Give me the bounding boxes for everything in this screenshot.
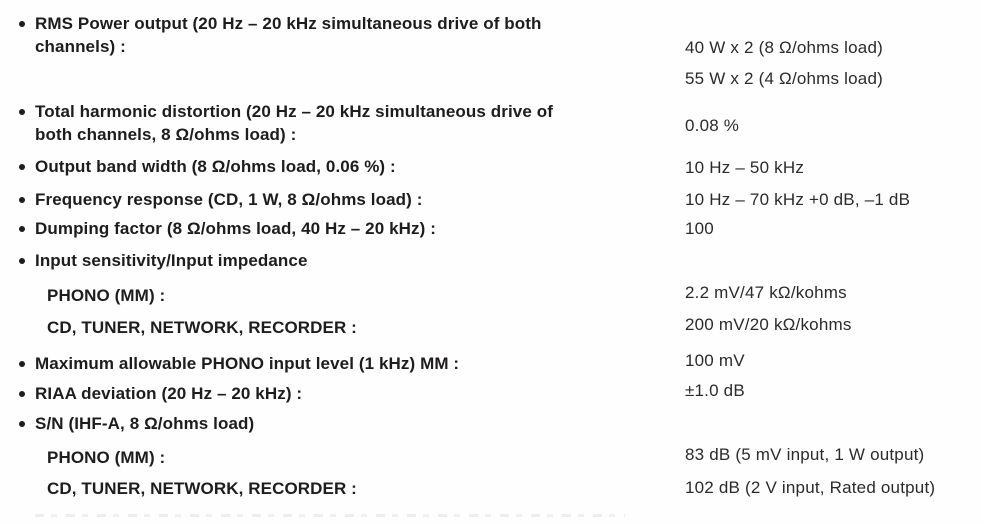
spec-label-line: Maximum allowable PHONO input level (1 k… [35, 354, 460, 373]
spec-label-line: Output band width (8 Ω/ohms load, 0.06 %… [35, 157, 396, 176]
spec-label-line: RMS Power output (20 Hz – 20 kHz simulta… [35, 14, 542, 33]
spec-value: 10 Hz – 50 kHz [685, 158, 805, 177]
spec-label-line: Frequency response (CD, 1 W, 8 Ω/ohms lo… [35, 190, 423, 209]
spec-label-line: channels) : [35, 37, 126, 56]
spec-label-line: S/N (IHF-A, 8 Ω/ohms load) [35, 414, 255, 433]
spec-value: 83 dB (5 mV input, 1 W output) [685, 445, 925, 464]
spec-label-line: PHONO (MM) : [47, 286, 166, 305]
bullet-icon [19, 391, 25, 397]
spec-value: 100 mV [685, 351, 745, 370]
spec-label-line: PHONO (MM) : [47, 448, 166, 467]
bullet-icon [19, 21, 25, 27]
cropped-text-artifact [35, 514, 625, 517]
bullet-icon [19, 258, 25, 264]
bullet-icon [19, 109, 25, 115]
spec-label-line: RIAA deviation (20 Hz – 20 kHz) : [35, 384, 303, 403]
spec-value: 55 W x 2 (4 Ω/ohms load) [685, 69, 883, 88]
spec-value: 102 dB (2 V input, Rated output) [685, 478, 936, 497]
bullet-icon [19, 197, 25, 203]
spec-label-line: CD, TUNER, NETWORK, RECORDER : [47, 318, 357, 337]
bullet-icon [19, 361, 25, 367]
spec-label-line: CD, TUNER, NETWORK, RECORDER : [47, 479, 357, 498]
spec-value: 100 [685, 219, 714, 238]
spec-label-line: Total harmonic distortion (20 Hz – 20 kH… [35, 102, 553, 121]
spec-value: 40 W x 2 (8 Ω/ohms load) [685, 38, 883, 57]
spec-value: 10 Hz – 70 kHz +0 dB, –1 dB [685, 190, 911, 209]
spec-value: ±1.0 dB [685, 381, 745, 400]
spec-value: 0.08 % [685, 116, 740, 135]
spec-value: 200 mV/20 kΩ/kohms [685, 315, 852, 334]
spec-value: 2.2 mV/47 kΩ/kohms [685, 283, 847, 302]
bullet-icon [19, 226, 25, 232]
bullet-icon [19, 164, 25, 170]
spec-label-line: both channels, 8 Ω/ohms load) : [35, 125, 297, 144]
spec-label-line: Dumping factor (8 Ω/ohms load, 40 Hz – 2… [35, 219, 436, 238]
bullet-icon [19, 421, 25, 427]
spec-label-line: Input sensitivity/Input impedance [35, 251, 308, 270]
